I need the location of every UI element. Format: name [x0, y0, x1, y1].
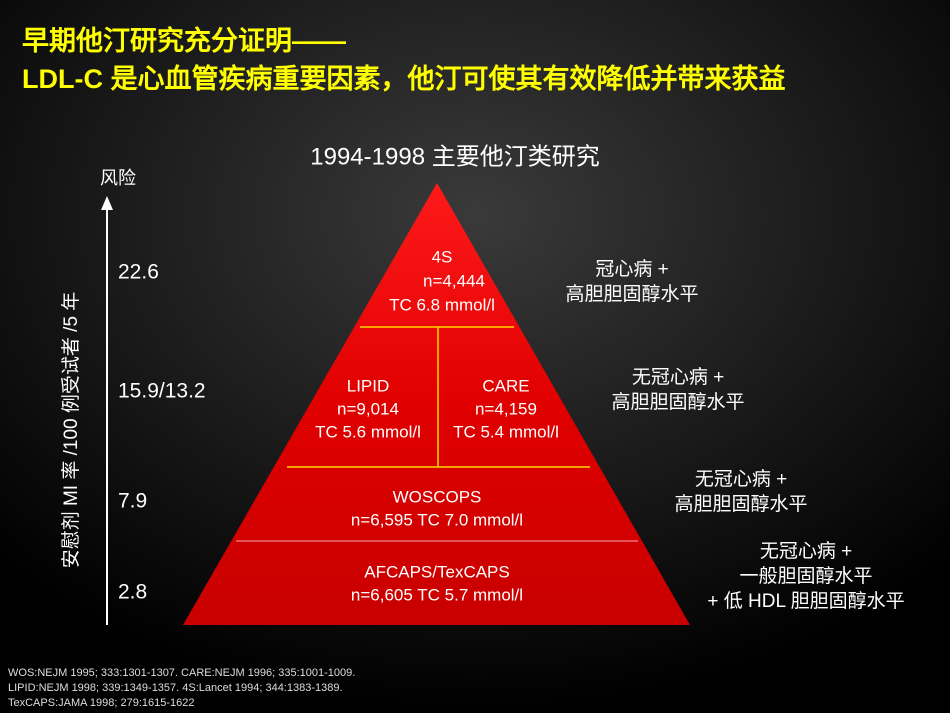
population-text: 一般胆固醇水平 — [739, 565, 872, 587]
title-line: 早期他汀研究充分证明—— — [22, 25, 346, 56]
title-line: LDL-C 是心血管疾病重要因素，他汀可使其有效降低并带来获益 — [22, 63, 785, 94]
population-text: 高胆胆固醇水平 — [674, 493, 807, 515]
footnote: TexCAPS:JAMA 1998; 279:1615-1622 — [8, 697, 195, 709]
tier-text: CARE — [482, 376, 529, 395]
tier-text: TC 6.8 mmol/l — [389, 295, 495, 314]
population-text: 冠心病 + — [595, 258, 668, 280]
risk-level: 2.8 — [118, 581, 147, 604]
tier-text: n=4,444 — [423, 271, 485, 290]
tier-text: WOSCOPS — [393, 487, 482, 506]
population-text: 高胆胆固醇水平 — [611, 391, 744, 413]
risk-level: 7.9 — [118, 490, 147, 513]
tier-text: n=6,605 TC 5.7 mmol/l — [351, 585, 523, 604]
subtitle: 1994-1998 主要他汀类研究 — [310, 143, 599, 170]
arrow-label: 风险 — [100, 168, 136, 188]
tier-text: TC 5.6 mmol/l — [315, 422, 421, 441]
tier-text: AFCAPS/TexCAPS — [364, 562, 510, 581]
population-text: 无冠心病 + — [632, 366, 724, 388]
population-text: 高胆胆固醇水平 — [565, 283, 698, 305]
vertical-label: 安慰剂 MI 率 /100 例受试者 /5 年 — [60, 292, 82, 569]
risk-level: 15.9/13.2 — [118, 380, 206, 403]
arrow-head — [101, 196, 113, 210]
tier-text: n=9,014 — [337, 399, 399, 418]
tier-text: n=6,595 TC 7.0 mmol/l — [351, 510, 523, 529]
footnote: WOS:NEJM 1995; 333:1301-1307. CARE:NEJM … — [8, 667, 355, 679]
footnote: LIPID:NEJM 1998; 339:1349-1357. 4S:Lance… — [8, 682, 343, 694]
population-text: + 低 HDL 胆胆固醇水平 — [707, 590, 904, 612]
tier-text: LIPID — [347, 376, 390, 395]
tier-text: TC 5.4 mmol/l — [453, 422, 559, 441]
tier-text: n=4,159 — [475, 399, 537, 418]
risk-level: 22.6 — [118, 261, 159, 284]
pyramid — [183, 183, 690, 625]
population-text: 无冠心病 + — [695, 468, 787, 490]
tier-text: 4S — [432, 247, 453, 266]
population-text: 无冠心病 + — [760, 540, 852, 562]
